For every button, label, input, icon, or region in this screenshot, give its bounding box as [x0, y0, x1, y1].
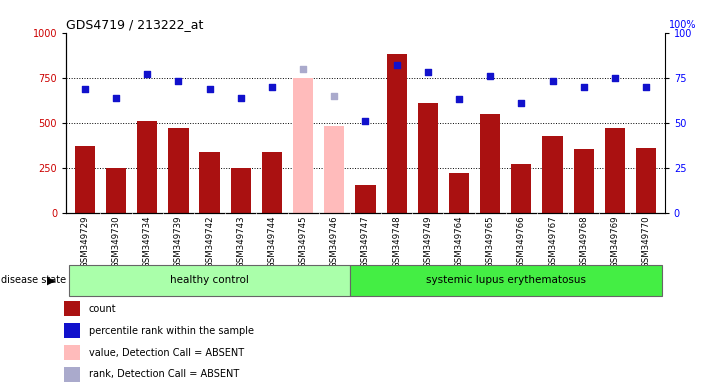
Point	[79, 86, 90, 92]
Point	[141, 71, 153, 77]
Bar	[574, 149, 594, 213]
Text: percentile rank within the sample: percentile rank within the sample	[89, 326, 254, 336]
Text: GSM349749: GSM349749	[423, 216, 432, 268]
Point	[578, 84, 589, 90]
Point	[266, 84, 277, 90]
Text: GSM349764: GSM349764	[454, 216, 464, 268]
Bar	[262, 152, 282, 213]
Bar	[137, 121, 157, 213]
Text: GDS4719 / 213222_at: GDS4719 / 213222_at	[66, 18, 203, 31]
Point	[204, 86, 215, 92]
Bar	[480, 114, 501, 213]
Bar	[449, 174, 469, 213]
Point	[641, 84, 652, 90]
Text: healthy control: healthy control	[170, 275, 249, 285]
Bar	[230, 168, 251, 213]
Text: GSM349746: GSM349746	[330, 216, 338, 268]
Bar	[356, 185, 375, 213]
Point	[422, 69, 434, 75]
Point	[547, 78, 558, 84]
Point	[484, 73, 496, 79]
Text: systemic lupus erythematosus: systemic lupus erythematosus	[426, 275, 586, 285]
Bar	[75, 146, 95, 213]
Text: GSM349745: GSM349745	[299, 216, 308, 268]
Text: GSM349770: GSM349770	[641, 216, 651, 268]
Text: GSM349765: GSM349765	[486, 216, 495, 268]
FancyBboxPatch shape	[350, 265, 662, 296]
Bar	[605, 128, 625, 213]
Bar	[293, 78, 314, 213]
Text: GSM349767: GSM349767	[548, 216, 557, 268]
Bar	[324, 126, 344, 213]
Text: GSM349734: GSM349734	[143, 216, 151, 268]
Text: GSM349729: GSM349729	[80, 216, 90, 268]
Point	[297, 66, 309, 72]
Text: count: count	[89, 304, 117, 314]
Point	[173, 78, 184, 84]
Text: rank, Detection Call = ABSENT: rank, Detection Call = ABSENT	[89, 369, 239, 379]
Point	[609, 74, 621, 81]
Point	[515, 100, 527, 106]
Text: GSM349742: GSM349742	[205, 216, 214, 268]
Text: 100%: 100%	[669, 20, 697, 30]
Text: disease state: disease state	[1, 275, 66, 285]
Bar	[417, 103, 438, 213]
FancyBboxPatch shape	[69, 265, 350, 296]
Point	[110, 94, 122, 101]
Text: GSM349769: GSM349769	[611, 216, 619, 268]
Text: GSM349748: GSM349748	[392, 216, 401, 268]
Text: GSM349747: GSM349747	[361, 216, 370, 268]
Bar	[199, 152, 220, 213]
Bar	[636, 148, 656, 213]
Point	[235, 94, 247, 101]
Bar	[511, 164, 532, 213]
Text: GSM349768: GSM349768	[579, 216, 588, 268]
Text: GSM349766: GSM349766	[517, 216, 526, 268]
Text: value, Detection Call = ABSENT: value, Detection Call = ABSENT	[89, 348, 244, 358]
Bar	[169, 128, 188, 213]
Text: GSM349744: GSM349744	[267, 216, 277, 268]
Bar	[387, 54, 407, 213]
Text: GSM349743: GSM349743	[236, 216, 245, 268]
Point	[360, 118, 371, 124]
Text: GSM349739: GSM349739	[174, 216, 183, 268]
Text: GSM349730: GSM349730	[112, 216, 120, 268]
Point	[454, 96, 465, 103]
Point	[328, 93, 340, 99]
Bar	[106, 168, 126, 213]
Text: ▶: ▶	[47, 275, 55, 285]
Bar	[542, 136, 562, 213]
Point	[391, 62, 402, 68]
